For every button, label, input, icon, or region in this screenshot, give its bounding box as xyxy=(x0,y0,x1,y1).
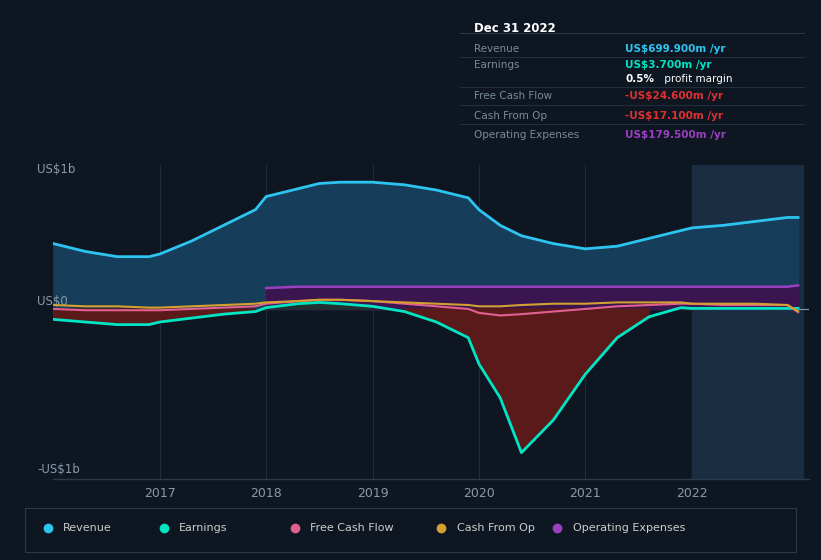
Text: Revenue: Revenue xyxy=(474,44,519,54)
Bar xyxy=(691,165,804,479)
Text: Earnings: Earnings xyxy=(179,523,227,533)
Text: Free Cash Flow: Free Cash Flow xyxy=(310,523,394,533)
Text: Operating Expenses: Operating Expenses xyxy=(474,130,579,140)
Text: -US$24.600m /yr: -US$24.600m /yr xyxy=(626,91,723,101)
Text: Dec 31 2022: Dec 31 2022 xyxy=(474,22,555,35)
Text: profit margin: profit margin xyxy=(662,73,733,83)
Text: -US$1b: -US$1b xyxy=(38,463,80,476)
Text: US$1b: US$1b xyxy=(38,162,76,176)
Text: US$0: US$0 xyxy=(38,295,68,307)
Text: US$699.900m /yr: US$699.900m /yr xyxy=(626,44,726,54)
Text: 0.5%: 0.5% xyxy=(626,73,654,83)
Text: US$179.500m /yr: US$179.500m /yr xyxy=(626,130,726,140)
Bar xyxy=(25,507,796,552)
Text: -US$17.100m /yr: -US$17.100m /yr xyxy=(626,111,723,120)
Text: Revenue: Revenue xyxy=(63,523,112,533)
Text: Cash From Op: Cash From Op xyxy=(456,523,534,533)
Text: Operating Expenses: Operating Expenses xyxy=(572,523,685,533)
Text: US$3.700m /yr: US$3.700m /yr xyxy=(626,60,712,70)
Text: Free Cash Flow: Free Cash Flow xyxy=(474,91,552,101)
Text: Cash From Op: Cash From Op xyxy=(474,111,547,120)
Text: Earnings: Earnings xyxy=(474,60,519,70)
